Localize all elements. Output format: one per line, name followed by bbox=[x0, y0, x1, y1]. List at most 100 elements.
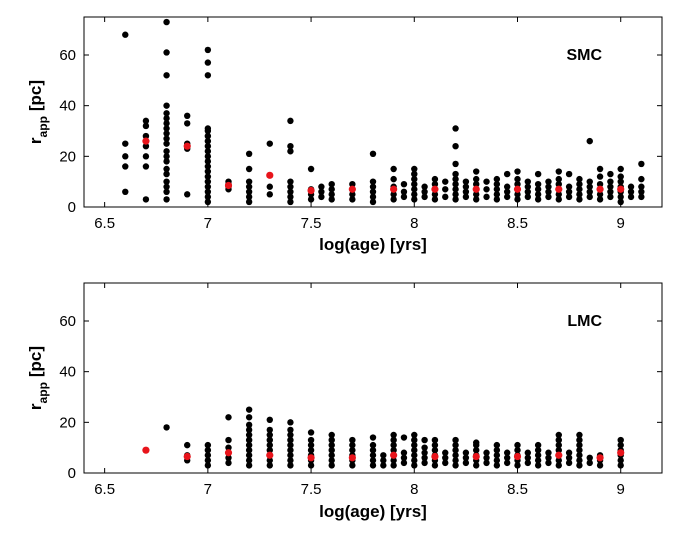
data-point bbox=[576, 191, 583, 198]
data-point bbox=[245, 406, 253, 413]
x-tick-label: 9 bbox=[617, 215, 625, 232]
data-point bbox=[452, 447, 459, 454]
data-point bbox=[617, 198, 624, 206]
data-point bbox=[411, 191, 418, 198]
median-point bbox=[348, 185, 356, 193]
median-point bbox=[617, 185, 625, 193]
data-point bbox=[545, 193, 552, 201]
data-point bbox=[576, 462, 583, 469]
data-point bbox=[328, 436, 335, 444]
data-point bbox=[483, 459, 490, 467]
data-point bbox=[555, 436, 562, 444]
data-point bbox=[452, 441, 459, 449]
median-point bbox=[513, 185, 522, 193]
data-point bbox=[307, 196, 315, 203]
data-point bbox=[514, 196, 521, 203]
data-point bbox=[596, 191, 604, 198]
data-point bbox=[225, 459, 232, 467]
data-point bbox=[534, 441, 542, 449]
data-point bbox=[534, 191, 542, 198]
x-tick-label: 6.5 bbox=[94, 215, 115, 232]
data-point bbox=[204, 447, 212, 454]
data-point bbox=[565, 459, 573, 467]
data-point bbox=[555, 457, 562, 464]
data-point bbox=[204, 462, 212, 469]
data-point bbox=[142, 122, 150, 130]
data-point bbox=[493, 452, 501, 459]
data-point bbox=[493, 457, 501, 464]
data-point bbox=[163, 102, 170, 109]
data-point bbox=[555, 168, 562, 175]
data-point bbox=[411, 457, 418, 464]
data-point bbox=[411, 196, 418, 203]
data-point bbox=[565, 193, 573, 201]
data-point bbox=[514, 168, 521, 175]
data-point bbox=[380, 457, 387, 464]
data-point bbox=[638, 193, 645, 201]
data-point bbox=[287, 193, 294, 201]
data-point bbox=[534, 170, 542, 178]
data-point bbox=[287, 178, 294, 185]
data-point bbox=[607, 178, 614, 185]
data-point bbox=[369, 198, 377, 206]
data-point bbox=[328, 452, 335, 459]
data-point bbox=[596, 196, 604, 203]
data-point bbox=[452, 125, 459, 132]
data-point bbox=[349, 196, 356, 203]
data-point bbox=[349, 462, 356, 469]
data-point bbox=[287, 188, 294, 195]
data-point bbox=[245, 457, 253, 464]
data-point bbox=[328, 447, 335, 454]
data-point bbox=[483, 178, 490, 185]
data-point bbox=[142, 132, 150, 140]
data-point bbox=[586, 193, 593, 201]
y-axis-label-subscript: app bbox=[36, 116, 50, 137]
data-point bbox=[565, 188, 573, 195]
x-tick-label: 7.5 bbox=[301, 215, 322, 232]
data-point bbox=[390, 441, 397, 449]
data-point bbox=[204, 183, 212, 190]
data-point bbox=[266, 457, 273, 464]
data-point bbox=[400, 449, 408, 456]
data-point bbox=[493, 175, 501, 183]
data-point bbox=[452, 457, 459, 464]
data-point bbox=[514, 462, 521, 469]
data-point bbox=[163, 158, 170, 165]
data-point bbox=[565, 170, 573, 178]
data-point bbox=[245, 150, 253, 157]
data-point bbox=[328, 462, 335, 469]
data-point bbox=[204, 153, 212, 160]
data-point bbox=[555, 431, 562, 439]
data-point bbox=[534, 447, 542, 454]
data-point bbox=[400, 454, 408, 461]
data-point bbox=[390, 196, 397, 203]
data-point bbox=[638, 188, 645, 195]
data-point bbox=[452, 191, 459, 198]
data-point bbox=[369, 183, 377, 190]
data-point bbox=[493, 191, 501, 198]
data-point bbox=[617, 462, 624, 469]
data-point bbox=[287, 198, 294, 206]
median-point bbox=[183, 142, 191, 150]
data-point bbox=[524, 193, 532, 201]
data-point bbox=[411, 462, 418, 469]
data-point bbox=[349, 181, 356, 188]
panel-smc: 6.5 7 7.5 8 8.5 9 0 20 40 60 log(age) [yrs] rapp [pc… bbox=[26, 16, 663, 254]
median-point bbox=[555, 185, 563, 193]
data-point bbox=[318, 183, 325, 190]
data-point bbox=[452, 196, 459, 203]
data-point bbox=[287, 452, 294, 459]
data-point bbox=[390, 457, 397, 464]
x-tick-label: 9 bbox=[617, 481, 625, 498]
median-point bbox=[348, 454, 356, 462]
data-point bbox=[452, 186, 459, 193]
data-point bbox=[390, 191, 397, 198]
data-point bbox=[390, 447, 397, 454]
data-point bbox=[245, 165, 253, 173]
data-point bbox=[545, 178, 552, 185]
data-point bbox=[452, 160, 459, 168]
y-tick-label: 60 bbox=[59, 47, 76, 64]
data-point bbox=[627, 183, 635, 190]
data-point bbox=[122, 153, 129, 160]
data-point bbox=[245, 198, 253, 206]
